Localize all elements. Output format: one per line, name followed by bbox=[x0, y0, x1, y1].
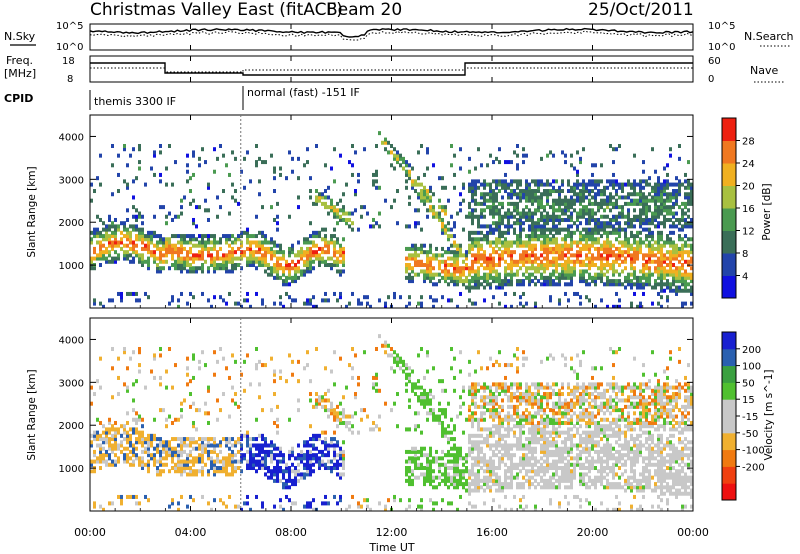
colorbar-tick-label: 15 bbox=[742, 395, 755, 406]
power-heatmap bbox=[90, 131, 693, 308]
x-tick-label: 12:00 bbox=[376, 526, 408, 539]
colorbar-tick-label: 50 bbox=[742, 378, 755, 389]
colorbar-tick-label: 20 bbox=[742, 182, 755, 193]
x-tick-label: 04:00 bbox=[175, 526, 207, 539]
colorbar-tick-label: 12 bbox=[742, 227, 755, 238]
colorbar-tick-label: -50 bbox=[742, 429, 758, 440]
velocity-ylabel: Slant Range [km] bbox=[26, 369, 38, 460]
colorbar-tick-label: -200 bbox=[742, 462, 765, 473]
y-tick-label: 1000 bbox=[59, 261, 84, 272]
x-tick-label: 00:00 bbox=[677, 526, 709, 539]
nsky-tick-bottom: 10^0 bbox=[56, 42, 83, 53]
x-tick-label: 20:00 bbox=[577, 526, 609, 539]
freq-label-line1: Freq. bbox=[6, 54, 33, 67]
y-tick-label: 2000 bbox=[59, 421, 84, 432]
x-tick-label: 00:00 bbox=[74, 526, 106, 539]
y-tick-label: 3000 bbox=[59, 378, 84, 389]
colorbar-tick-label: 28 bbox=[742, 137, 755, 148]
x-tick-label: 08:00 bbox=[275, 526, 307, 539]
date-label: 25/Oct/2011 bbox=[588, 0, 694, 20]
colorbar-tick-label: -100 bbox=[742, 446, 765, 457]
nsearch-label: N.Search bbox=[744, 30, 794, 43]
x-axis-label: Time UT bbox=[368, 541, 414, 554]
power-colorbar: 4 8 12 16 20 24 28 bbox=[721, 117, 755, 299]
colorbar-tick-label: 100 bbox=[742, 362, 761, 373]
x-axis: 00:00 04:00 08:00 12:00 16:00 20:00 00:00 bbox=[74, 24, 709, 539]
plot-title: Christmas Valley East (fitACF) bbox=[90, 0, 343, 20]
nsky-right-tick-bottom: 10^0 bbox=[708, 42, 735, 53]
velocity-heatmap bbox=[90, 334, 693, 511]
freq-label-line2: [MHz] bbox=[4, 67, 36, 80]
cpid-panel: CPID themis 3300 IF normal (fast) -151 I… bbox=[4, 86, 360, 110]
y-tick-label: 3000 bbox=[59, 175, 84, 186]
y-tick-label: 4000 bbox=[59, 335, 84, 346]
colorbar-tick-label: 200 bbox=[742, 345, 761, 356]
freq-tick-bottom: 8 bbox=[67, 74, 73, 85]
y-tick-label: 1000 bbox=[59, 464, 84, 475]
power-colorbar-label: Power [dB] bbox=[761, 183, 773, 240]
nsky-panel: N.Sky 10^5 10^0 10^5 10^0 N.Search bbox=[4, 21, 794, 53]
cpid-label: CPID bbox=[4, 92, 33, 105]
nave-label: Nave bbox=[750, 64, 778, 77]
freq-tick-top: 18 bbox=[62, 56, 75, 67]
beam-label: Beam 20 bbox=[326, 0, 402, 20]
nsky-label: N.Sky bbox=[4, 30, 36, 43]
y-tick-label: 2000 bbox=[59, 218, 84, 229]
nsky-series bbox=[89, 27, 694, 38]
cpid-segment-1: themis 3300 IF bbox=[94, 95, 176, 108]
velocity-colorbar-label: Velocity [m s^-1] bbox=[763, 369, 775, 460]
freq-panel: Freq. [MHz] 18 8 60 0 Nave bbox=[4, 54, 784, 85]
y-tick-label: 4000 bbox=[59, 132, 84, 143]
nave-tick-bottom: 0 bbox=[708, 74, 714, 85]
colorbar-tick-label: 8 bbox=[742, 249, 748, 260]
nsearch-series bbox=[89, 30, 694, 41]
colorbar-tick-label: -15 bbox=[742, 412, 758, 423]
cpid-segment-2: normal (fast) -151 IF bbox=[247, 86, 360, 99]
x-tick-label: 16:00 bbox=[476, 526, 508, 539]
colorbar-tick-label: 24 bbox=[742, 159, 755, 170]
nave-tick-top: 60 bbox=[708, 56, 721, 67]
power-ylabel: Slant Range [km] bbox=[26, 166, 38, 257]
power-panel: 1000 2000 3000 4000 Slant Range [km] 4 8 12 16… bbox=[26, 114, 773, 309]
velocity-colorbar: 200 100 50 15 -15 -50 -100 -200 bbox=[721, 331, 765, 501]
colorbar-tick-label: 16 bbox=[742, 204, 755, 215]
colorbar-tick-label: 4 bbox=[742, 272, 748, 283]
nave-series bbox=[90, 67, 693, 73]
nsky-right-tick-top: 10^5 bbox=[708, 21, 735, 32]
freq-series bbox=[90, 62, 693, 76]
nsky-tick-top: 10^5 bbox=[56, 21, 83, 32]
velocity-panel: 1000 2000 3000 4000 Slant Range [km] 200 100… bbox=[26, 317, 775, 512]
